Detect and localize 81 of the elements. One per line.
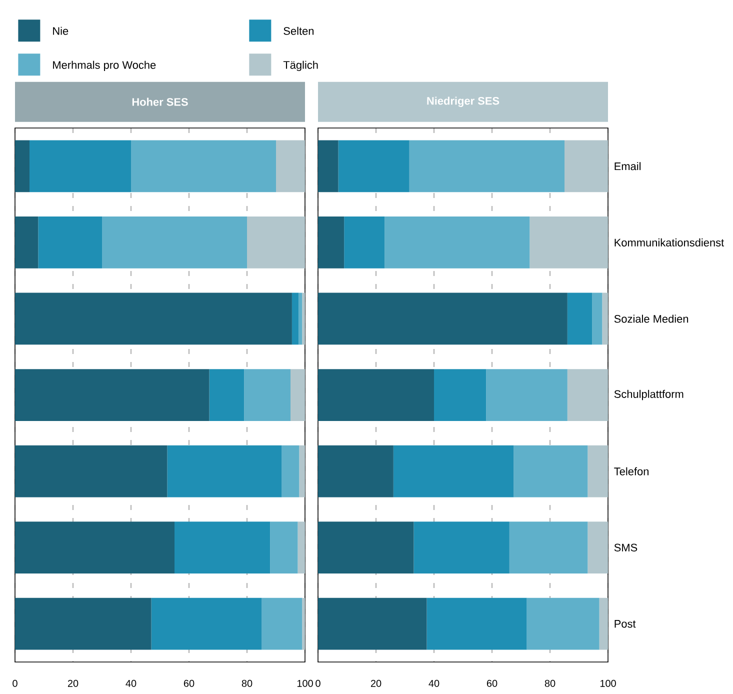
bar <box>15 522 175 574</box>
y-tick-label: SMS <box>614 544 638 552</box>
y-tick-label: Telefon <box>614 467 648 476</box>
bar <box>318 445 394 498</box>
chart-title: Niedriger SES <box>427 96 500 107</box>
x-tick-label: 40 <box>126 680 136 687</box>
legend-label: Täglich <box>283 60 318 72</box>
bar <box>318 598 427 650</box>
x-tick-label: 0 <box>12 680 18 687</box>
bar <box>384 216 530 268</box>
y-tick-label: Post <box>614 620 636 628</box>
bar <box>318 522 414 574</box>
bar <box>292 292 299 345</box>
x-tick-label: 20 <box>370 680 382 687</box>
bar <box>15 292 292 345</box>
bar <box>290 369 306 421</box>
bar <box>167 445 282 498</box>
x-tick-label: 0 <box>316 680 320 687</box>
bar <box>38 216 102 268</box>
x-tick-label: 20 <box>68 680 78 687</box>
bar <box>318 369 434 421</box>
bar <box>526 598 600 650</box>
y-tick-label: Schulplattform <box>614 390 684 400</box>
bar <box>426 598 527 650</box>
bar <box>15 598 152 650</box>
bar <box>409 140 565 192</box>
bar <box>247 216 306 268</box>
y-tick-label: Kommunikationsdienst <box>614 238 724 246</box>
chart-title: Hoher SES <box>132 98 188 106</box>
bar <box>588 522 608 574</box>
bar <box>151 598 262 650</box>
bar <box>530 216 608 268</box>
bar <box>588 445 608 498</box>
legend-label: Nie <box>53 26 68 35</box>
bar <box>344 216 385 268</box>
x-tick-label: 80 <box>544 680 556 687</box>
bar <box>15 140 30 192</box>
bar <box>302 292 306 345</box>
legend-label: Selten <box>284 26 314 35</box>
bar <box>564 140 608 192</box>
bar <box>30 140 131 192</box>
bar <box>15 369 210 421</box>
legend-label: Merhmals pro Woche <box>53 60 156 72</box>
bar <box>276 140 306 192</box>
bar <box>270 522 298 574</box>
y-tick-label: Soziale Medien <box>614 314 688 323</box>
bar <box>102 216 248 268</box>
bar <box>318 140 338 192</box>
x-tick-label: 40 <box>428 680 440 687</box>
bar <box>393 445 514 498</box>
bar <box>602 292 608 345</box>
x-tick-label: 100 <box>600 680 616 687</box>
bar <box>514 445 588 498</box>
bar <box>318 216 344 268</box>
bar <box>318 292 568 345</box>
x-tick-label: 80 <box>242 680 252 687</box>
bar <box>15 216 38 268</box>
bar <box>434 369 486 421</box>
bar <box>509 522 588 574</box>
bar <box>131 140 276 192</box>
bar <box>299 445 306 498</box>
bar <box>244 369 291 421</box>
x-tick-label: 100 <box>297 680 313 687</box>
bar <box>599 598 608 650</box>
bar <box>262 598 302 650</box>
bar <box>486 369 568 421</box>
bar <box>567 369 608 421</box>
bar <box>567 292 592 345</box>
x-tick-label: 60 <box>486 680 498 687</box>
bar <box>298 522 306 574</box>
bar <box>282 445 300 498</box>
bar <box>592 292 602 345</box>
bar <box>15 445 168 498</box>
bar <box>302 598 306 650</box>
bar <box>209 369 244 421</box>
y-tick-label: Email <box>614 162 641 170</box>
bar <box>414 522 510 574</box>
bar <box>338 140 410 192</box>
bar <box>298 292 302 345</box>
x-tick-label: 60 <box>184 680 194 687</box>
bar <box>174 522 270 574</box>
